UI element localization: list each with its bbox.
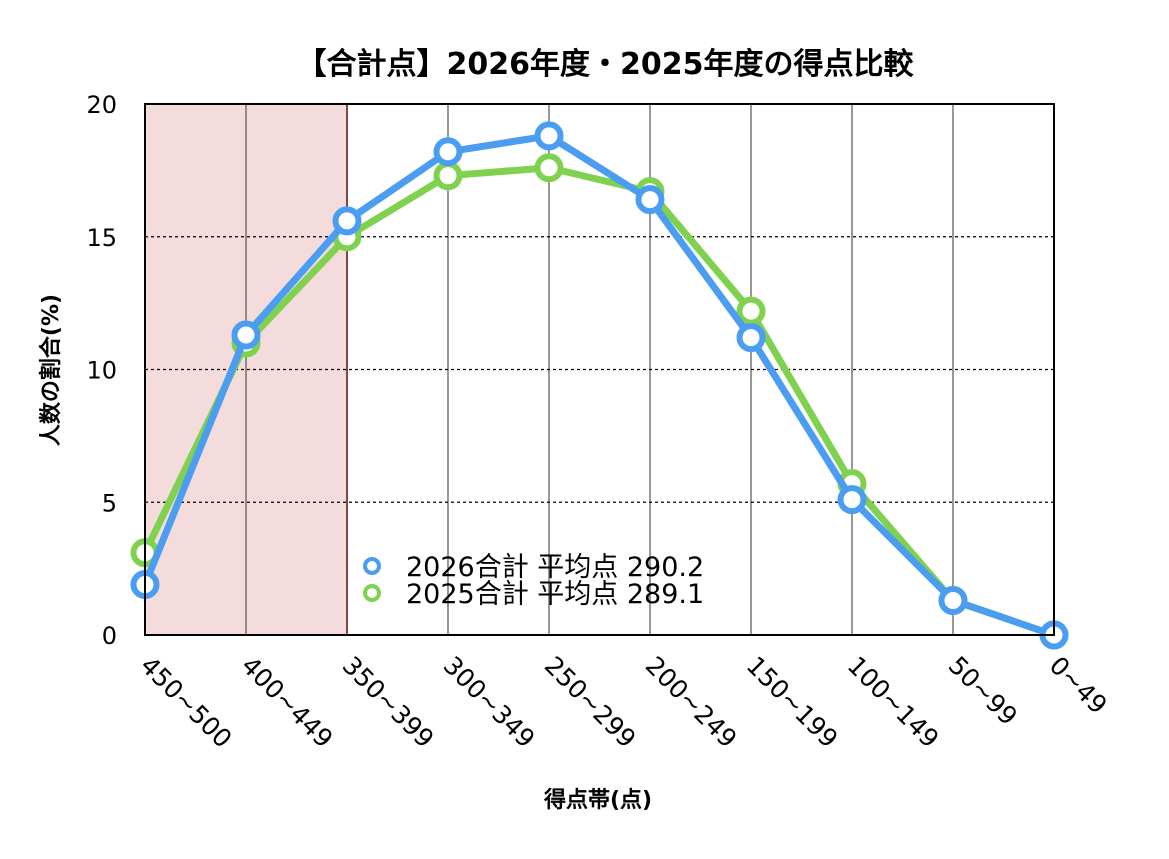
legend-label: 2025合計 平均点 289.1: [406, 579, 704, 610]
data-point-marker: [736, 296, 766, 326]
data-point-marker: [938, 585, 968, 615]
y-tick-label: 20: [86, 91, 117, 119]
legend-marker: [363, 584, 381, 602]
legend-label: 2026合計 平均点 290.2: [406, 552, 704, 583]
y-tick-label: 5: [102, 489, 117, 517]
data-point-marker: [231, 320, 261, 350]
data-point-marker: [736, 323, 766, 353]
data-point-marker: [534, 121, 564, 151]
x-axis-label: 得点帯(点): [543, 787, 652, 813]
data-point-marker: [534, 153, 564, 183]
data-point-marker: [635, 185, 665, 215]
series-line: [141, 132, 1058, 639]
x-tick-label: 200~249: [640, 651, 743, 754]
y-tick-label: 0: [102, 622, 117, 650]
x-tick-label: 50~99: [943, 651, 1023, 731]
x-tick-label: 450~500: [135, 651, 238, 754]
y-tick-label: 10: [86, 357, 117, 385]
plot-frame: [144, 103, 1055, 636]
x-tick-label: 100~149: [842, 651, 945, 754]
data-point-marker: [433, 137, 463, 167]
x-tick-label: 400~449: [236, 651, 339, 754]
chart-title: 【合計点】2026年度・2025年度の得点比較: [297, 47, 915, 82]
x-tick-label: 350~399: [337, 651, 440, 754]
x-tick-label: 0~49: [1044, 651, 1113, 720]
y-tick-label: 15: [86, 224, 117, 252]
y-axis-label: 人数の割合(%): [38, 294, 64, 446]
data-point-marker: [332, 206, 362, 236]
x-tick-label: 150~199: [741, 651, 844, 754]
series-line: [141, 164, 1058, 639]
legend-marker: [363, 557, 381, 575]
data-point-marker: [433, 161, 463, 191]
x-tick-label: 300~349: [438, 651, 541, 754]
data-point-marker: [837, 485, 867, 515]
x-tick-label: 250~299: [539, 651, 642, 754]
